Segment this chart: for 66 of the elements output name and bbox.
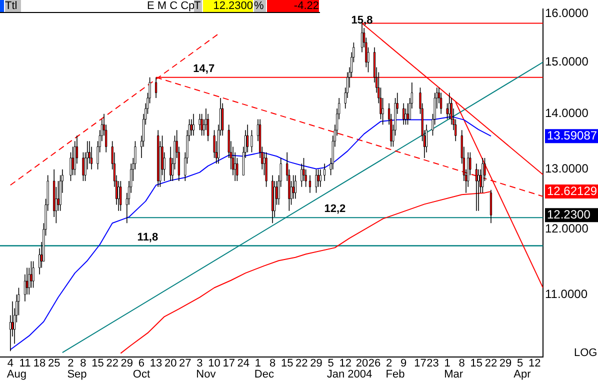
x-tick-label: 27 xyxy=(179,358,192,370)
x-tick-label: 3 xyxy=(196,358,203,370)
x-tick-label: 22 xyxy=(296,358,308,370)
x-tick-label: 15 xyxy=(92,358,104,370)
x2-tick-label: Nov xyxy=(196,368,216,381)
x-tick-label: 8 xyxy=(80,358,86,370)
x-tick-label: 23 xyxy=(426,358,439,370)
x-tick-label: 29 xyxy=(499,358,512,370)
annotation: Ttl xyxy=(5,0,21,12)
x-tick-label: 29 xyxy=(310,358,322,370)
x-tick-label: 5 xyxy=(517,358,524,370)
annotation: E M C Cp xyxy=(147,0,195,12)
x-tick-label: 1 xyxy=(254,358,262,370)
x2-tick-label: Feb xyxy=(386,368,405,381)
x-tick-label: 17 xyxy=(414,358,426,370)
x-tick-label: 29 xyxy=(120,358,134,370)
x-tick-label: 20 xyxy=(164,358,177,370)
annotation: -4.22 xyxy=(267,0,319,12)
x2-tick-label: Apr xyxy=(514,368,532,381)
x-tick-label: 17 xyxy=(222,358,235,370)
x-tick-label: 26 xyxy=(368,358,381,370)
annotation: T xyxy=(194,0,202,12)
annotation: 14,7 xyxy=(193,62,215,75)
x-tick-label: 13 xyxy=(150,358,162,370)
x2-tick-label: Sep xyxy=(67,368,87,381)
x2-tick-label: Mar xyxy=(444,368,464,381)
x-tick-label: 2 xyxy=(386,358,392,370)
annotation: 15,8 xyxy=(351,14,373,27)
x2-tick-label: Aug xyxy=(6,368,26,381)
x2-tick-label: Dec xyxy=(254,368,274,381)
x-tick-label: 25 xyxy=(48,358,60,370)
x-tick-label: 22 xyxy=(484,358,498,370)
x-tick-label: 24 xyxy=(237,358,250,370)
x-tick-label: 5 xyxy=(328,358,334,370)
annotation: % xyxy=(254,0,266,12)
x-tick-label: 4 xyxy=(7,358,14,370)
x-tick-label: 15 xyxy=(470,358,483,370)
x-tick-label: 6 xyxy=(138,358,145,370)
y-tick-label: 15.0000 xyxy=(545,54,589,69)
x-tick-label: 8 xyxy=(458,358,465,370)
annotation: 12,2 xyxy=(324,203,346,216)
x-tick-label: 18 xyxy=(33,358,46,370)
text: 12.2300 xyxy=(547,207,591,222)
x-tick-label: 12 xyxy=(339,358,352,370)
y-tick-label: 16.0000 xyxy=(545,6,589,20)
x-tick-label: 11 xyxy=(19,358,31,370)
x-tick-label: 20 xyxy=(356,358,368,370)
x-tick-label: 12 xyxy=(528,358,541,370)
x2-tick-label: Oct xyxy=(132,368,150,381)
x-tick-label: 1 xyxy=(444,358,450,370)
annotation: 11,8 xyxy=(137,231,158,244)
text: LOG xyxy=(574,347,598,359)
x-tick-label: 10 xyxy=(208,358,220,370)
x-tick-label: 8 xyxy=(269,358,276,370)
x-tick-label: 22 xyxy=(106,358,118,370)
text: 12.62129 xyxy=(547,184,598,198)
x-tick-label: 9 xyxy=(400,358,407,370)
y-tick-label: 12.0000 xyxy=(545,222,589,236)
x2-tick-label: Jan 2004 xyxy=(326,368,372,381)
x-tick-label: 2 xyxy=(68,358,74,370)
y-tick-label: 14.0000 xyxy=(545,106,589,120)
x-tick-label: 15 xyxy=(280,358,294,370)
y-tick-label: 11.0000 xyxy=(545,286,588,301)
y-tick-label: 13.0000 xyxy=(545,162,589,176)
annotation: 12.2300 xyxy=(203,0,253,12)
text: 13.59087 xyxy=(547,128,598,142)
